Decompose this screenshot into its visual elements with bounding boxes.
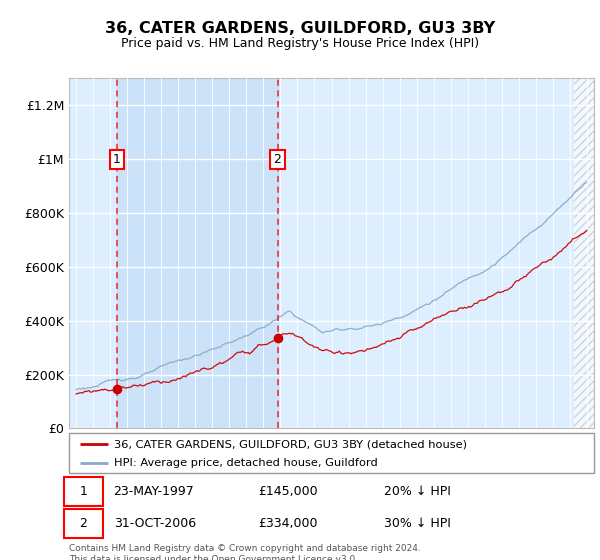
FancyBboxPatch shape bbox=[64, 510, 103, 538]
Text: 2: 2 bbox=[274, 153, 281, 166]
Text: 1: 1 bbox=[113, 153, 121, 166]
Text: 30% ↓ HPI: 30% ↓ HPI bbox=[384, 517, 451, 530]
Text: Contains HM Land Registry data © Crown copyright and database right 2024.
This d: Contains HM Land Registry data © Crown c… bbox=[69, 544, 421, 560]
Text: Price paid vs. HM Land Registry's House Price Index (HPI): Price paid vs. HM Land Registry's House … bbox=[121, 37, 479, 50]
Text: 36, CATER GARDENS, GUILDFORD, GU3 3BY: 36, CATER GARDENS, GUILDFORD, GU3 3BY bbox=[105, 21, 495, 36]
Text: 36, CATER GARDENS, GUILDFORD, GU3 3BY (detached house): 36, CATER GARDENS, GUILDFORD, GU3 3BY (d… bbox=[113, 439, 467, 449]
Text: HPI: Average price, detached house, Guildford: HPI: Average price, detached house, Guil… bbox=[113, 458, 377, 468]
FancyBboxPatch shape bbox=[64, 477, 103, 506]
Text: 20% ↓ HPI: 20% ↓ HPI bbox=[384, 485, 451, 498]
Text: £334,000: £334,000 bbox=[258, 517, 317, 530]
Text: £145,000: £145,000 bbox=[258, 485, 317, 498]
Text: 2: 2 bbox=[79, 517, 87, 530]
Text: 23-MAY-1997: 23-MAY-1997 bbox=[113, 485, 194, 498]
Bar bbox=[574, 78, 594, 428]
Text: 1: 1 bbox=[79, 485, 87, 498]
Bar bbox=[117, 78, 278, 428]
Text: 31-OCT-2006: 31-OCT-2006 bbox=[113, 517, 196, 530]
